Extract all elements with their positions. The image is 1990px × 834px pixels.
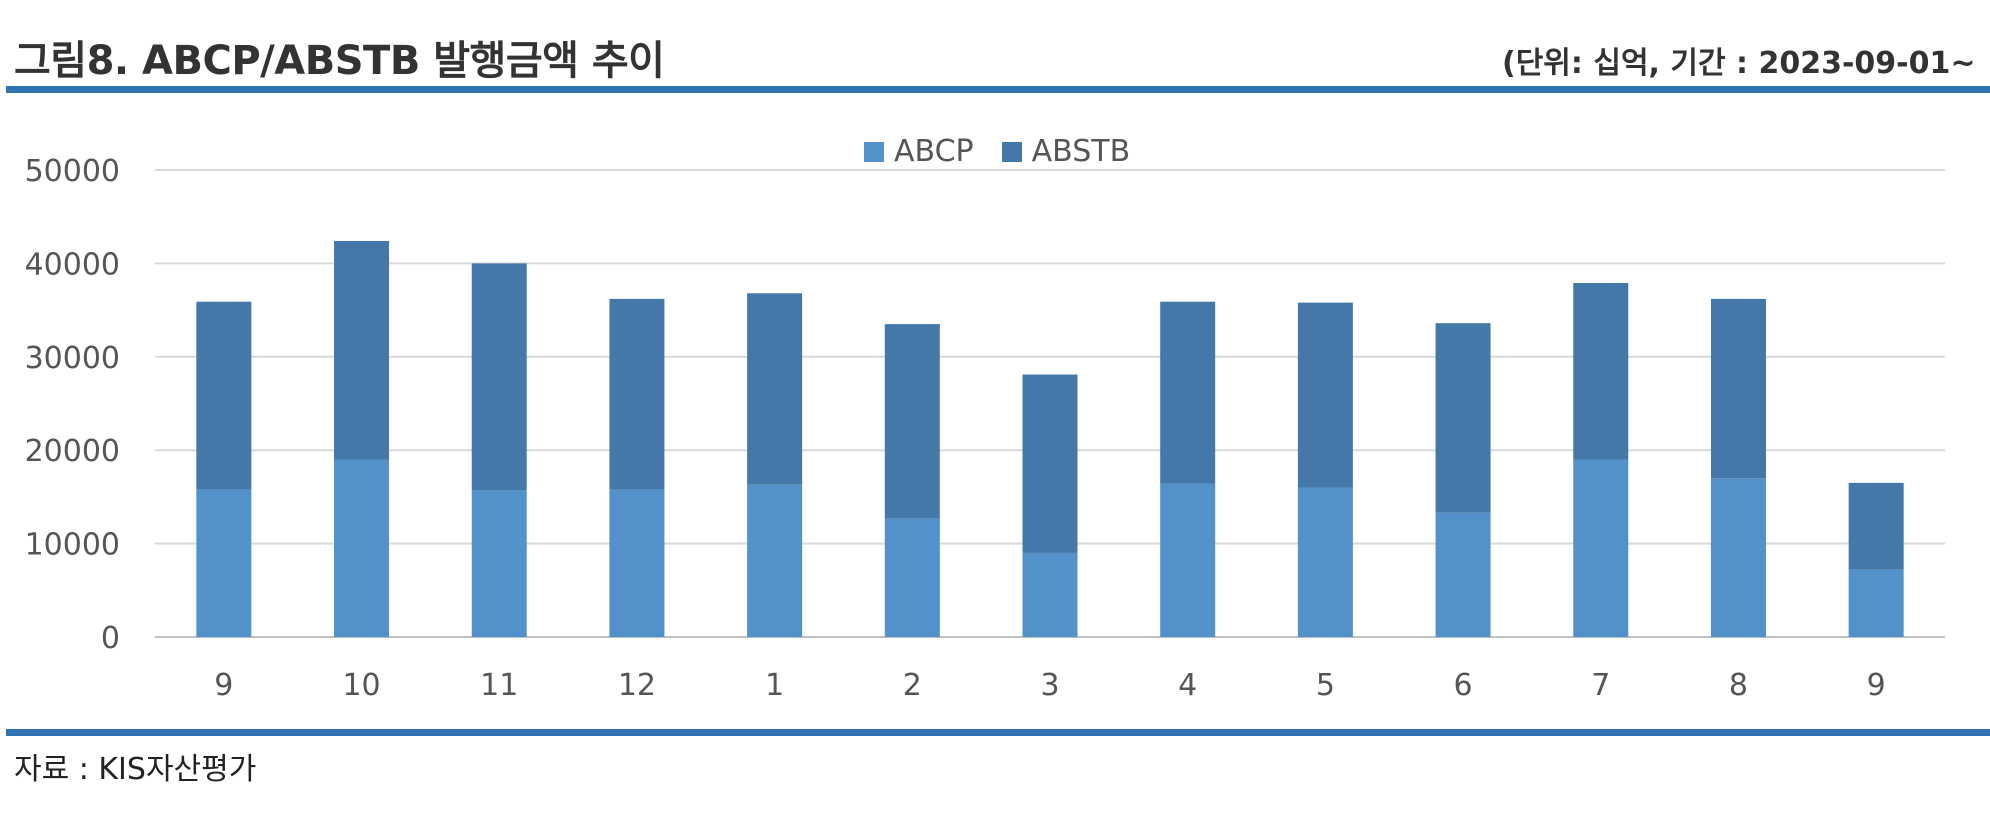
y-tick-label: 10000 bbox=[25, 528, 120, 563]
source-note: 자료 : KIS자산평가 bbox=[14, 752, 257, 787]
legend-swatch-abstb bbox=[1001, 141, 1022, 162]
unit-note: (단위: 십억, 기간 : 2023-09-01~ bbox=[1502, 46, 1976, 81]
bar-abcp bbox=[884, 518, 940, 637]
bar-abstb bbox=[1573, 283, 1629, 460]
bar-abstb bbox=[1848, 482, 1904, 570]
x-tick-label: 9 bbox=[214, 668, 233, 703]
bar-abcp bbox=[334, 459, 390, 637]
x-tick-label: 1 bbox=[765, 668, 784, 703]
legend: ABCP ABSTB bbox=[864, 134, 1158, 169]
legend-swatch-abcp bbox=[864, 141, 884, 162]
x-tick-label: 12 bbox=[618, 668, 656, 703]
bar-abstb bbox=[609, 298, 665, 490]
bar-abcp bbox=[471, 490, 527, 637]
legend-label-abcp: ABCP bbox=[894, 134, 974, 169]
bar-abstb bbox=[334, 240, 390, 460]
chart-title: 그림8. ABCP/ABSTB 발행금액 추이 bbox=[14, 38, 665, 84]
x-tick-label: 2 bbox=[903, 668, 922, 703]
y-tick-label: 20000 bbox=[25, 434, 120, 469]
x-tick-label: 5 bbox=[1316, 668, 1335, 703]
x-tick-label: 9 bbox=[1867, 668, 1886, 703]
x-tick-label: 3 bbox=[1040, 668, 1059, 703]
bar-abcp bbox=[1297, 487, 1353, 637]
legend-item-abcp: ABCP bbox=[864, 134, 974, 169]
bar-abstb bbox=[1435, 323, 1491, 513]
bar-abstb bbox=[1297, 302, 1353, 488]
bar-abcp bbox=[747, 484, 803, 637]
y-tick-label: 0 bbox=[101, 621, 120, 656]
bar-abstb bbox=[1022, 374, 1078, 553]
legend-label-abstb: ABSTB bbox=[1031, 134, 1131, 169]
x-tick-label: 10 bbox=[342, 668, 380, 703]
bar-abstb bbox=[747, 293, 803, 485]
bar-abstb bbox=[196, 301, 252, 490]
x-tick-label: 6 bbox=[1454, 668, 1473, 703]
bar-abcp bbox=[1160, 483, 1216, 637]
x-tick-label: 4 bbox=[1178, 668, 1197, 703]
x-tick-label: 7 bbox=[1591, 668, 1610, 703]
top-rule bbox=[6, 86, 1990, 93]
bar-abcp bbox=[609, 489, 665, 637]
y-tick-label: 30000 bbox=[25, 341, 120, 376]
bar-abcp bbox=[1435, 512, 1491, 637]
bar-abcp bbox=[1022, 552, 1078, 637]
bar-abstb bbox=[471, 263, 527, 491]
bar-abcp bbox=[1573, 459, 1629, 637]
bar-abcp bbox=[196, 489, 252, 637]
bar-abcp bbox=[1710, 478, 1766, 637]
y-tick-label: 40000 bbox=[25, 247, 120, 282]
y-tick-label: 50000 bbox=[25, 154, 120, 189]
bar-abcp bbox=[1848, 569, 1904, 637]
x-tick-label: 8 bbox=[1729, 668, 1748, 703]
bar-abstb bbox=[1710, 298, 1766, 479]
bottom-rule bbox=[6, 729, 1990, 736]
legend-item-abstb: ABSTB bbox=[1001, 134, 1131, 169]
bar-abstb bbox=[1160, 301, 1216, 484]
bar-abstb bbox=[884, 324, 940, 519]
x-tick-label: 11 bbox=[480, 668, 518, 703]
